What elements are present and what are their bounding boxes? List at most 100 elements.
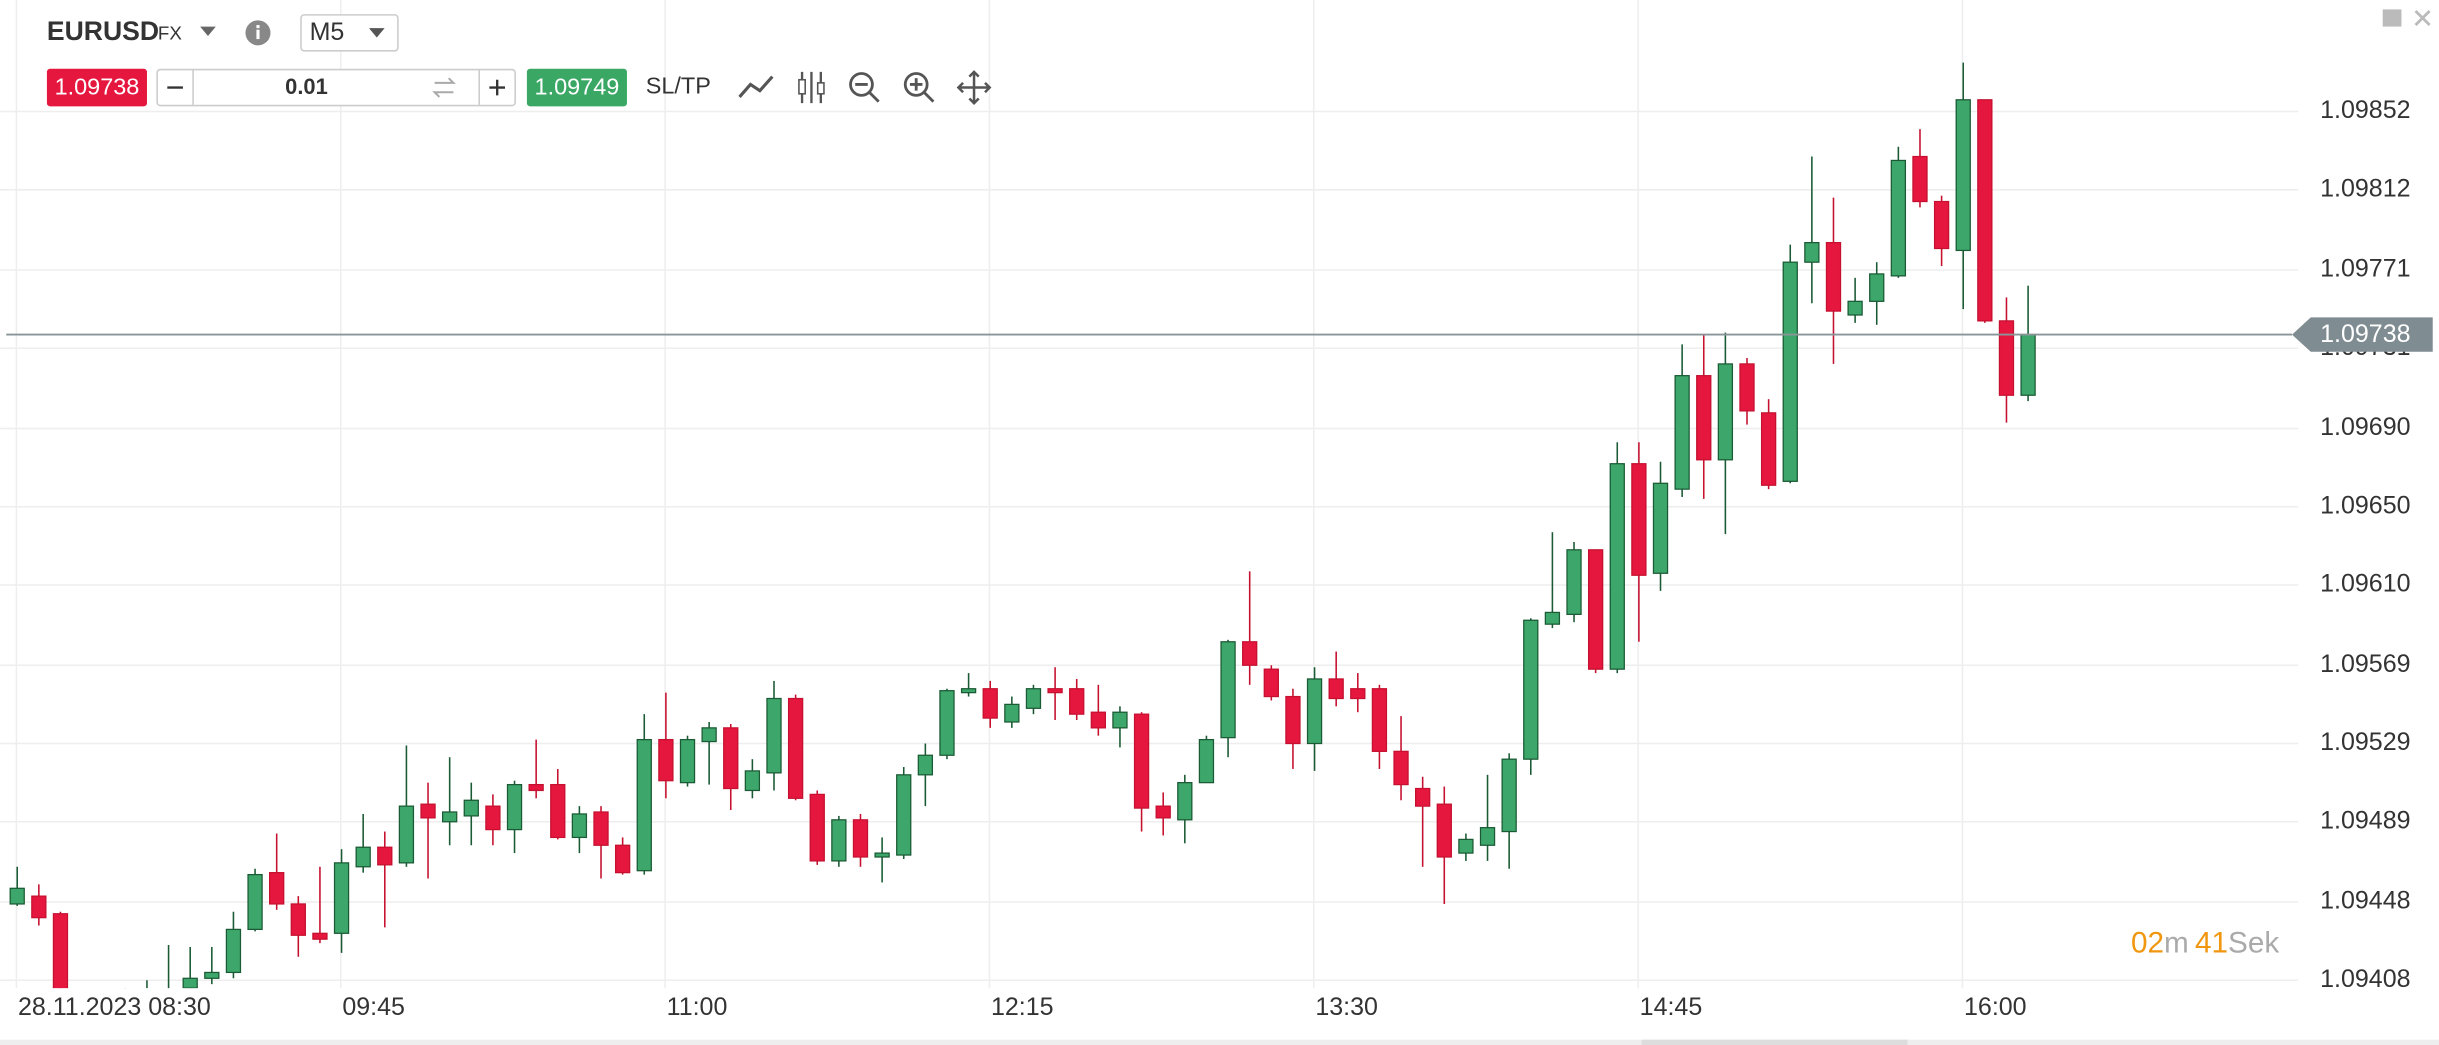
timeframe: M5 bbox=[310, 18, 345, 46]
candle-body bbox=[1220, 641, 1236, 739]
candle-body bbox=[896, 774, 912, 856]
candle-body bbox=[1739, 363, 1755, 412]
sltp-button[interactable]: SL/TP bbox=[646, 73, 711, 99]
quantity-box bbox=[156, 68, 516, 107]
candle-body bbox=[1544, 611, 1561, 625]
x-tick-label: 16:00 bbox=[1964, 993, 2027, 1021]
candle-body bbox=[1025, 688, 1042, 709]
candle-body bbox=[1804, 241, 1820, 263]
zoom-out-icon[interactable] bbox=[849, 72, 874, 97]
candle-body bbox=[1393, 750, 1409, 786]
y-tick-label: 1.09852 bbox=[2320, 96, 2410, 124]
candle-body bbox=[52, 913, 69, 989]
candle-body bbox=[355, 846, 371, 868]
close-icon[interactable] bbox=[2414, 9, 2431, 27]
scrollbar-track bbox=[0, 1039, 2439, 1045]
candle-body bbox=[1955, 99, 1971, 252]
candle-body bbox=[1847, 300, 1863, 316]
symbol-dropdown[interactable] bbox=[200, 26, 216, 36]
sell-button[interactable] bbox=[46, 68, 147, 107]
y-tick-label: 1.09489 bbox=[2320, 806, 2410, 834]
y-tick-label: 1.09408 bbox=[2320, 965, 2410, 993]
candle-body bbox=[1609, 463, 1625, 670]
candle-body bbox=[1090, 711, 1106, 729]
candle-body bbox=[1133, 713, 1150, 809]
zoom-out-icon bbox=[855, 83, 880, 103]
x-tick-label: 13:30 bbox=[1315, 993, 1378, 1021]
candle-body bbox=[1263, 668, 1279, 698]
candle-body bbox=[1350, 688, 1366, 700]
candle-body bbox=[571, 813, 588, 839]
candle-body bbox=[1328, 678, 1344, 700]
candles-icon bbox=[798, 78, 806, 95]
candle-body bbox=[550, 783, 566, 839]
y-tick-label: 1.09569 bbox=[2320, 650, 2410, 678]
candle-body bbox=[593, 811, 609, 846]
countdown: 02m 41Sek bbox=[2131, 926, 2279, 959]
candle-body bbox=[809, 793, 825, 862]
minimize-icon[interactable] bbox=[2382, 9, 2402, 27]
candle-body bbox=[1479, 827, 1496, 846]
candle-body bbox=[766, 697, 782, 774]
candle-body bbox=[1112, 711, 1128, 729]
candle-body bbox=[960, 688, 977, 694]
y-tick-label: 1.09529 bbox=[2320, 728, 2410, 756]
candle-body bbox=[312, 932, 328, 940]
candle-body bbox=[225, 928, 242, 974]
candle-body bbox=[1047, 688, 1063, 694]
quantity[interactable]: 0.01 bbox=[285, 74, 328, 99]
candle-body bbox=[377, 846, 393, 866]
y-tick-label: 1.09812 bbox=[2320, 174, 2410, 202]
candle-body bbox=[1782, 261, 1798, 482]
candle-body bbox=[182, 977, 198, 989]
candle-body bbox=[1869, 273, 1885, 302]
timeframe-dropdown bbox=[368, 28, 385, 38]
current-price-tag bbox=[2292, 317, 2433, 352]
candle-body bbox=[1825, 241, 1842, 312]
candle-body bbox=[1436, 803, 1452, 858]
candle-body bbox=[31, 895, 47, 919]
toolbar: EURUSD FX M5 1.09738 0.01 1.09749 SL/TP bbox=[46, 9, 2431, 107]
candle-body bbox=[1155, 805, 1171, 819]
candle-body bbox=[787, 697, 804, 799]
swap-icon[interactable] bbox=[432, 77, 456, 98]
candle-body bbox=[1069, 688, 1085, 715]
candles-icon bbox=[816, 82, 825, 95]
candle-body bbox=[1631, 463, 1647, 576]
zoom-in-icon[interactable] bbox=[903, 72, 929, 97]
candle-body bbox=[658, 738, 674, 782]
candle-body bbox=[247, 873, 263, 931]
countdown-seconds: 41 bbox=[2195, 926, 2228, 959]
candle-body bbox=[1198, 738, 1215, 784]
candle-body bbox=[701, 727, 717, 743]
candle-body bbox=[1177, 782, 1193, 821]
candle-body bbox=[1674, 375, 1690, 490]
candle-body bbox=[1501, 758, 1517, 833]
info-glyph bbox=[256, 25, 260, 29]
candle-body bbox=[1760, 412, 1777, 486]
candle-body bbox=[874, 852, 890, 858]
x-tick-label: 11:00 bbox=[667, 993, 728, 1021]
info-glyph bbox=[256, 29, 260, 40]
symbol[interactable]: EURUSD bbox=[47, 16, 159, 46]
line-chart-icon[interactable] bbox=[738, 75, 774, 98]
pan-icon[interactable] bbox=[956, 70, 992, 105]
grid bbox=[0, 0, 2299, 989]
buy-button[interactable] bbox=[526, 68, 627, 107]
scrollbar-thumb[interactable] bbox=[1641, 1039, 1908, 1045]
candle-body bbox=[1912, 155, 1928, 203]
candle-body bbox=[852, 819, 869, 858]
candle-body bbox=[917, 754, 934, 776]
timeframe-select[interactable] bbox=[300, 14, 399, 52]
candle-body bbox=[744, 770, 761, 792]
candle-body bbox=[1717, 363, 1734, 461]
candle-body bbox=[398, 805, 415, 864]
candle-body bbox=[1977, 99, 1993, 322]
x-tick-label: 09:45 bbox=[342, 993, 405, 1021]
candle-body bbox=[1890, 159, 1907, 277]
candle-body bbox=[1566, 549, 1582, 616]
candle-body bbox=[1285, 695, 1301, 745]
candle-body bbox=[485, 805, 501, 831]
current-price-label: 1.09738 bbox=[2320, 320, 2410, 348]
